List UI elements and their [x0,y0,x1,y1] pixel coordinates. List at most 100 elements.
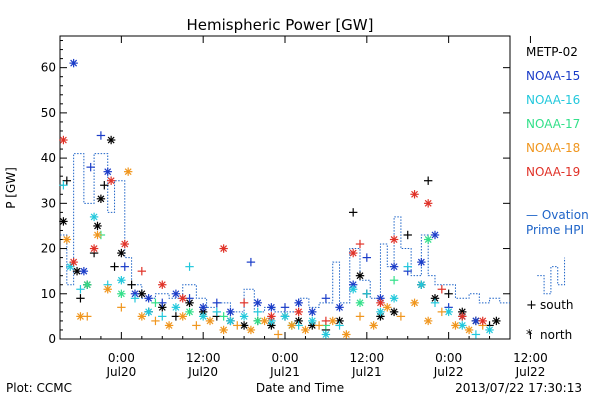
north-marker [89,244,99,253]
marker-stroke [445,308,453,316]
south-marker [335,321,344,330]
south-marker [130,294,140,303]
marker-legend-label: south [540,298,574,312]
north-marker [410,190,419,199]
marker-stroke [220,245,228,253]
north-marker [96,194,106,204]
north-marker [123,167,133,176]
south-marker [76,285,85,294]
marker-stroke [308,308,316,316]
marker-stroke [145,308,153,316]
north-marker [117,248,126,258]
north-marker [280,312,290,321]
south-marker [117,303,126,312]
north-marker [144,307,153,317]
south-marker [471,330,481,339]
marker-stroke [90,213,98,221]
north-marker [239,312,249,321]
footer-credit: Plot: CCMC [6,381,72,395]
marker-stroke [240,312,248,320]
north-marker [478,316,487,326]
marker-stroke [431,294,439,302]
marker-stroke [158,281,166,289]
south-marker [403,262,412,271]
marker-stroke [479,317,487,325]
marker-stroke [322,331,330,338]
legend-ovation-line1: — Ovation [526,208,589,222]
marker-stroke [356,299,364,307]
marker-stroke [66,263,74,271]
marker-stroke [424,199,432,207]
legend: METP-02 NOAA-15 NOAA-16 NOAA-17 NOAA-18 NOAA-… [526,45,589,343]
north-marker [69,257,78,267]
south-marker [280,303,290,312]
x-tick-label: 12:00 [350,351,385,365]
north-marker [117,289,126,298]
chart-title: Hemispheric Power [GW] [187,16,374,34]
x-tick-sublabel: Jul21 [351,365,382,379]
marker-stroke [179,294,187,302]
marker-stroke [138,290,146,298]
marker-stroke [179,312,187,320]
marker-stroke [59,217,67,225]
marker-stroke [199,312,207,320]
north-marker [171,289,181,298]
north-marker [287,321,297,330]
marker-stroke [107,136,115,144]
north-marker [410,298,419,308]
north-marker [417,280,426,289]
south-marker [233,321,242,330]
north-marker [492,316,501,326]
north-marker [348,285,358,294]
south-marker [355,312,365,321]
data-series [59,58,501,339]
legend-ovation-line2: Prime HPI [526,223,584,237]
marker-stroke [70,59,78,67]
north-marker [120,239,129,249]
marker-stroke [186,299,193,307]
y-tick-label: 60 [41,61,56,75]
north-marker [93,221,102,231]
marker-stroke [267,312,275,320]
legend-entry: NOAA-15 [526,69,580,83]
south-marker [62,176,72,185]
south-marker [403,230,412,240]
north-marker [79,266,89,276]
marker-stroke [356,272,364,280]
marker-stroke [240,321,248,329]
south-marker [96,131,106,140]
marker-stroke [124,168,132,176]
north-marker [267,312,276,321]
marker-stroke [267,303,275,311]
marker-stroke [390,294,398,302]
north-marker [106,135,116,145]
north-marker [93,230,102,240]
south-marker [137,266,147,276]
north-marker [226,307,235,317]
north-marker [301,325,310,335]
marker-stroke [70,258,78,266]
footer-timestamp: 2013/07/22 17:30:13 [455,381,582,395]
marker-stroke [261,317,268,325]
north-marker [355,298,365,308]
marker-stroke [342,331,350,338]
north-marker [59,135,68,145]
x-tick-label: 0:00 [435,351,462,365]
marker-stroke [295,308,303,316]
marker-stroke [90,245,98,253]
y-tick-label: 40 [41,151,56,165]
south-marker [437,285,447,294]
south-marker [348,208,358,217]
north-marker [321,330,331,339]
marker-legend-symbol: * [526,328,533,343]
marker-stroke [59,136,67,144]
legend-entry: NOAA-19 [526,165,580,179]
south-marker [314,321,324,330]
north-marker [423,316,433,326]
south-marker [423,176,433,185]
marker-stroke [377,299,384,307]
south-marker [151,298,160,308]
north-marker [355,271,365,280]
north-marker [178,294,187,303]
marker-stroke [295,299,303,307]
